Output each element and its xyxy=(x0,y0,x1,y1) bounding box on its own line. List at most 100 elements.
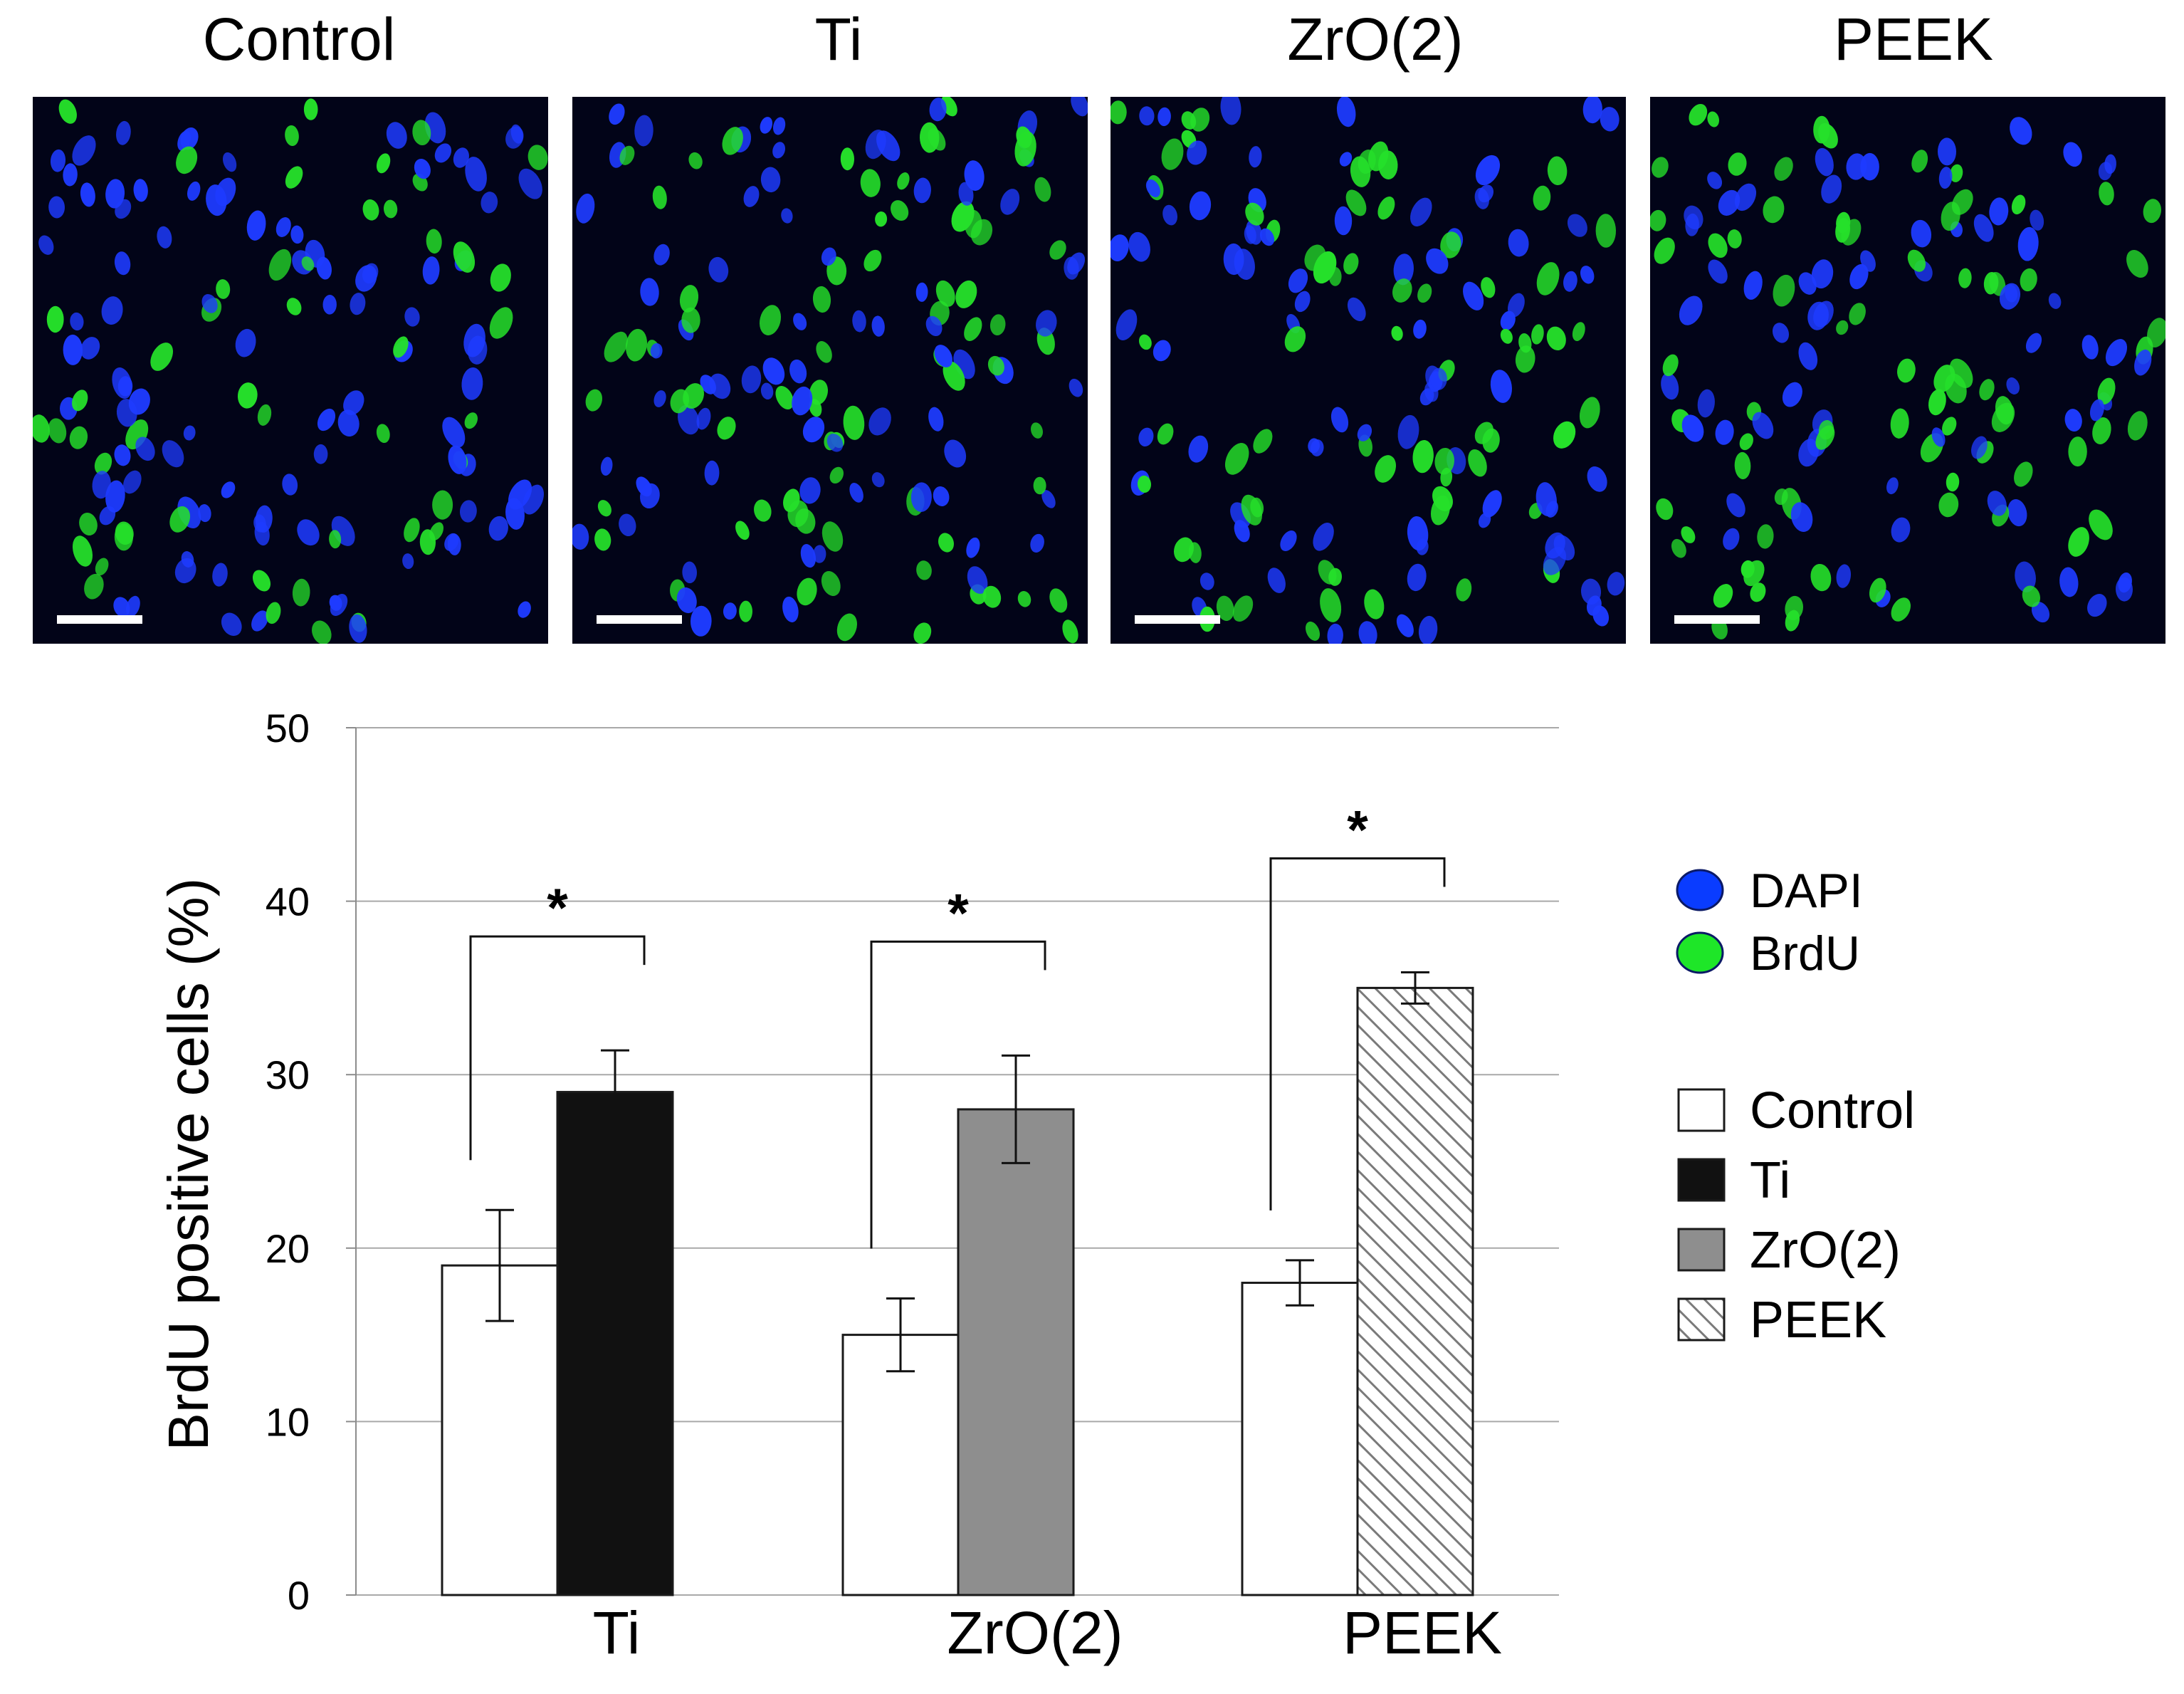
dapi-nucleus xyxy=(1259,228,1275,246)
dapi-nucleus xyxy=(928,407,944,432)
scale-bar xyxy=(1674,615,1760,624)
dapi-nucleus xyxy=(63,334,83,365)
brdu-nucleus xyxy=(383,199,398,219)
brdu-nucleus xyxy=(412,120,431,146)
dapi-nucleus xyxy=(700,375,716,394)
brdu-nucleus xyxy=(1546,326,1566,351)
dapi-nucleus xyxy=(1508,229,1529,257)
dapi-nucleus xyxy=(800,544,817,568)
brdu-nucleus xyxy=(1536,262,1560,296)
y-axis-label: BrdU positive cells (%) xyxy=(157,878,220,1451)
dapi-nucleus xyxy=(1357,424,1372,441)
dapi-nucleus xyxy=(789,359,807,384)
brdu-nucleus xyxy=(717,417,736,440)
dapi-nucleus xyxy=(1586,595,1602,616)
dapi-nucleus xyxy=(913,177,931,204)
dapi-nucleus xyxy=(1723,528,1740,550)
legend-dapi-label: DAPI xyxy=(1750,864,1863,918)
brdu-nucleus xyxy=(1391,325,1403,341)
dapi-nucleus xyxy=(404,307,420,327)
dapi-nucleus xyxy=(282,474,298,496)
dapi-nucleus xyxy=(1478,512,1491,528)
dapi-nucleus xyxy=(448,445,467,474)
dapi-nucleus xyxy=(99,506,116,526)
dapi-nucleus xyxy=(619,513,636,537)
dapi-nucleus xyxy=(330,594,348,616)
panel-title-zro2: ZrO(2) xyxy=(1287,6,1464,73)
dapi-nucleus xyxy=(1999,283,2021,310)
dapi-nucleus xyxy=(1138,427,1154,447)
dapi-nucleus xyxy=(2030,209,2044,231)
dapi-nucleus xyxy=(350,293,366,315)
y-axis: 0 10 20 30 40 50 Ti ZrO(2) PEEK xyxy=(266,706,1502,1666)
brdu-nucleus xyxy=(938,533,954,553)
brdu-nucleus xyxy=(1818,419,1834,440)
dapi-nucleus xyxy=(1582,97,1602,124)
brdu-nucleus xyxy=(1253,429,1273,454)
dapi-nucleus xyxy=(313,444,328,464)
dapi-nucleus xyxy=(1545,501,1558,518)
brdu-nucleus xyxy=(252,570,271,592)
brdu-nucleus xyxy=(625,328,648,362)
dapi-nucleus xyxy=(1811,259,1834,289)
brdu-nucleus xyxy=(33,414,50,443)
brdu-nucleus xyxy=(1161,138,1184,170)
dapi-nucleus xyxy=(518,601,531,618)
brdu-nucleus xyxy=(1157,423,1174,445)
brdu-nucleus xyxy=(1188,542,1202,563)
dapi-nucleus xyxy=(523,484,544,515)
dapi-nucleus xyxy=(2017,226,2039,261)
dapi-nucleus xyxy=(1311,439,1324,456)
dapi-nucleus xyxy=(966,537,980,558)
micrograph-ti xyxy=(572,97,1088,644)
dapi-nucleus xyxy=(1000,189,1020,215)
dapi-nucleus xyxy=(572,523,589,550)
significance-bracket xyxy=(469,935,646,1161)
dapi-nucleus xyxy=(128,388,150,415)
brdu-nucleus xyxy=(1983,271,1999,295)
dapi-nucleus xyxy=(2105,339,2128,367)
dapi-nucleus xyxy=(1463,281,1484,310)
dapi-nucleus xyxy=(1288,268,1308,293)
brdu-nucleus xyxy=(1137,475,1152,493)
brdu-nucleus xyxy=(1743,560,1765,587)
brdu-nucleus xyxy=(286,298,302,315)
dapi-nucleus xyxy=(1220,97,1241,125)
brdu-nucleus xyxy=(72,389,88,412)
dapi-nucleus xyxy=(709,373,731,399)
dapi-nucleus xyxy=(1681,414,1704,442)
dapi-nucleus xyxy=(1267,568,1286,593)
brdu-nucleus xyxy=(688,152,703,169)
brdu-nucleus xyxy=(1345,189,1367,216)
dapi-nucleus xyxy=(871,472,885,488)
brdu-nucleus xyxy=(722,127,743,155)
dapi-nucleus xyxy=(760,167,781,193)
brdu-nucleus xyxy=(1049,588,1068,613)
brdu-nucleus xyxy=(1907,249,1926,272)
brdu-nucleus xyxy=(2092,417,2111,444)
scale-bar xyxy=(1135,615,1220,624)
dapi-nucleus xyxy=(1199,572,1214,590)
brdu-nucleus xyxy=(257,404,272,426)
dapi-nucleus xyxy=(772,142,786,159)
dapi-nucleus xyxy=(762,357,785,385)
brdu-nucleus xyxy=(1713,584,1733,608)
brdu-nucleus xyxy=(268,249,292,281)
dapi-nucleus xyxy=(1223,243,1244,276)
dapi-nucleus xyxy=(1030,533,1044,553)
dapi-nucleus xyxy=(933,486,950,506)
brdu-nucleus xyxy=(58,99,77,124)
panel-title-ti: Ti xyxy=(814,6,863,73)
brdu-nucleus xyxy=(935,280,955,307)
brdu-nucleus xyxy=(2099,182,2114,206)
brdu-nucleus xyxy=(809,380,829,405)
dapi-nucleus xyxy=(2031,602,2050,623)
brdu-nucleus xyxy=(292,578,310,607)
dapi-nucleus xyxy=(133,179,148,202)
dapi-nucleus xyxy=(708,256,729,283)
dapi-nucleus xyxy=(101,296,123,325)
dapi-nucleus xyxy=(1064,256,1079,280)
dapi-nucleus xyxy=(114,444,131,466)
dapi-nucleus xyxy=(852,310,866,333)
panel-title-control: Control xyxy=(202,6,396,73)
